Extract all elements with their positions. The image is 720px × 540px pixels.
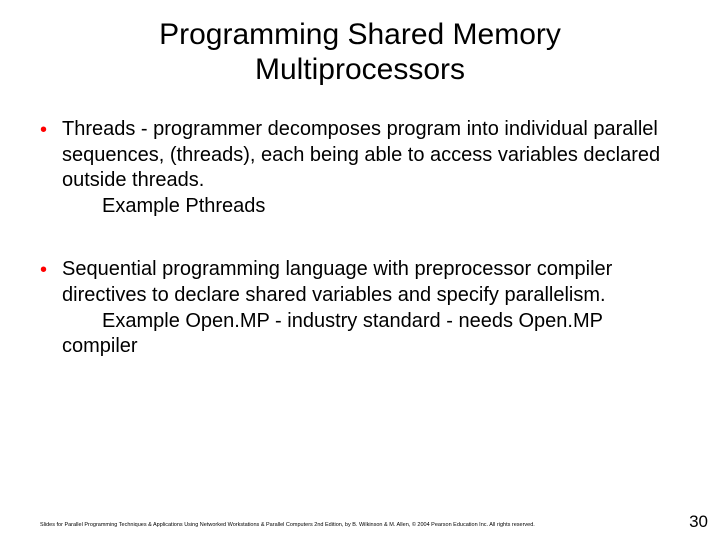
- page-number: 30: [689, 512, 708, 532]
- bullet-item-1: • Threads - programmer decomposes progra…: [40, 117, 680, 219]
- bullet-marker-icon: •: [40, 117, 62, 143]
- footer-citation: Slides for Parallel Programming Techniqu…: [40, 522, 535, 528]
- bullet-item-2: • Sequential programming language with p…: [40, 257, 680, 359]
- slide-title: Programming Shared Memory Multiprocessor…: [40, 18, 680, 87]
- bullet-row: • Threads - programmer decomposes progra…: [40, 117, 680, 194]
- bullet-marker-icon: •: [40, 257, 62, 283]
- bullet-text: Sequential programming language with pre…: [62, 257, 680, 308]
- bullet-row: • Sequential programming language with p…: [40, 257, 680, 308]
- bullet-text: Threads - programmer decomposes program …: [62, 117, 680, 194]
- example-continuation: compiler: [40, 334, 680, 360]
- example-text: Example Open.MP - industry standard - ne…: [40, 309, 680, 335]
- example-text: Example Pthreads: [40, 194, 680, 220]
- slide-container: Programming Shared Memory Multiprocessor…: [0, 0, 720, 540]
